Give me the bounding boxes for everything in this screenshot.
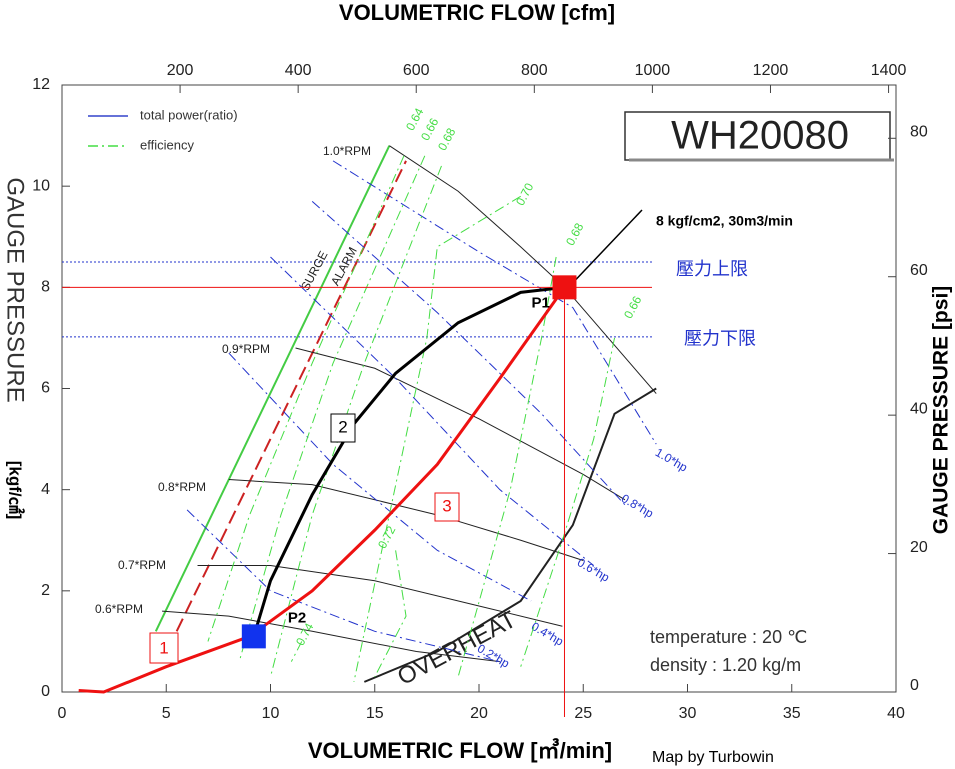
x-tick-label: 40	[887, 705, 905, 722]
x-tick-label: 35	[783, 705, 801, 722]
x2-axis-title: VOLUMETRIC FLOW [cfm]	[339, 0, 615, 25]
point-label: P2	[288, 609, 306, 626]
series-label: 3	[442, 496, 451, 515]
y-axis-title: GAUGE PRESSURE	[2, 177, 29, 402]
series-line	[252, 285, 565, 637]
series-label: 0.8*RPM	[158, 480, 206, 494]
series-line	[270, 165, 442, 677]
y-tick-label: 10	[32, 177, 50, 194]
series-line	[162, 610, 500, 663]
x-tick-label: 15	[366, 705, 384, 722]
legend-label: total power(ratio)	[140, 107, 238, 122]
annotation: 1	[159, 638, 168, 657]
x-tick-label: 30	[679, 705, 697, 722]
title-box	[624, 111, 891, 161]
y2-tick-label: 20	[910, 539, 928, 556]
x2-tick-label: 1200	[753, 62, 789, 79]
x-tick-label: 20	[470, 705, 488, 722]
series-line	[457, 256, 557, 677]
y-tick-label: 8	[41, 279, 50, 296]
series-line	[197, 565, 563, 627]
label-box	[434, 492, 460, 522]
series-label: 1.0*RPM	[323, 144, 371, 158]
series-line	[311, 200, 626, 506]
y-tick-label: 12	[32, 76, 50, 93]
reference-label: 壓力上限	[676, 259, 748, 279]
series-label: 2	[338, 417, 347, 436]
series-label: 0.7*RPM	[118, 558, 166, 572]
x-tick-label: 0	[58, 705, 67, 722]
annotation: density : 1.20 kg/m	[650, 655, 801, 675]
label-box	[149, 632, 179, 664]
series-line	[207, 155, 405, 642]
series-line	[78, 286, 566, 694]
x2-tick-label: 400	[285, 62, 312, 79]
series-line	[363, 387, 657, 683]
legend-label: efficiency	[140, 137, 194, 152]
series-label: 0.6*RPM	[95, 602, 143, 616]
series-line	[520, 337, 616, 667]
x2-tick-label: 800	[521, 62, 548, 79]
x-tick-label: 5	[162, 705, 171, 722]
y2-tick-label: 40	[910, 400, 928, 417]
y2-tick-label: 80	[910, 124, 928, 141]
annotation: 8 kgf/cm2, 30m3/min	[656, 213, 793, 229]
x2-tick-label: 1400	[871, 62, 907, 79]
operating-point	[241, 624, 266, 649]
series-line	[290, 641, 303, 662]
x-tick-label: 10	[262, 705, 280, 722]
series-label: 0.9*RPM	[222, 342, 270, 356]
y-tick-label: 4	[41, 481, 50, 498]
x2-tick-label: 1000	[635, 62, 671, 79]
operating-point	[552, 275, 577, 300]
y2-axis-title: GAUGE PRESSURE [psi]	[930, 286, 953, 535]
series-line	[295, 347, 626, 501]
label-box	[330, 413, 356, 443]
y-tick-label: 2	[41, 582, 50, 599]
series-line	[374, 550, 407, 678]
series-line	[228, 352, 532, 602]
y2-tick-label: 60	[910, 262, 928, 279]
reference-label: 壓力下限	[684, 329, 756, 349]
x-tick-label: 25	[574, 705, 592, 722]
x-axis-title: VOLUMETRIC FLOW [㎥/min]	[308, 738, 612, 763]
x2-tick-label: 200	[167, 62, 194, 79]
series-line	[238, 155, 426, 662]
chart-title: WH20080	[671, 114, 849, 158]
y-tick-label: 6	[41, 380, 50, 397]
series-line	[353, 195, 521, 682]
series-line	[154, 145, 391, 632]
annotation: temperature : 20 ℃	[650, 627, 807, 647]
series-line	[270, 256, 594, 566]
y-tick-label: 0	[41, 683, 50, 700]
series-line	[332, 160, 657, 445]
callout-line	[565, 209, 643, 291]
series-line	[389, 145, 657, 394]
credit: Map by Turbowin	[652, 749, 774, 766]
series-line	[175, 160, 407, 632]
y-axis-unit: [kgf/㎠]	[6, 461, 26, 520]
point-label: P1	[531, 294, 549, 311]
x2-tick-label: 600	[403, 62, 430, 79]
y2-tick-label: 0	[910, 677, 919, 694]
